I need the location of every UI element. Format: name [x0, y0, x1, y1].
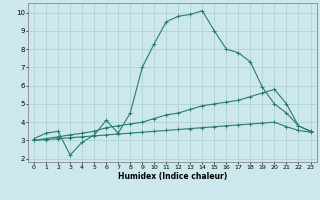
X-axis label: Humidex (Indice chaleur): Humidex (Indice chaleur) — [118, 172, 227, 181]
